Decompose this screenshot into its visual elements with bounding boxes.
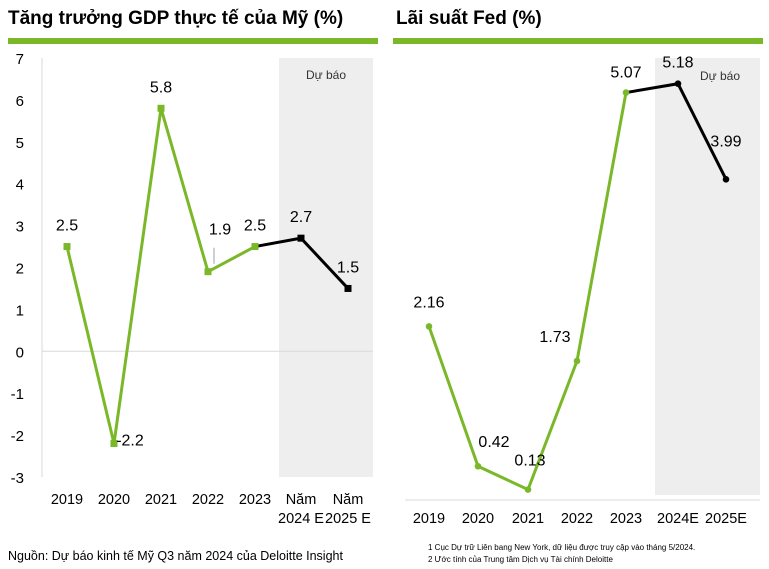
- fed-data-point: [722, 176, 730, 183]
- gdp-data-label: 2.5: [244, 218, 266, 235]
- gdp-data-point: [344, 284, 352, 292]
- fed-chart-title: Lãi suất Fed (%): [396, 8, 542, 29]
- fed-actual-line: [427, 92, 628, 492]
- charts-canvas: Dự báo 7 6 5 4 3 2 1 0 -1 -2 -3 2019 2020 2021 2022 2023…: [11, 51, 760, 527]
- fed-x-tick-label: 2019: [413, 511, 445, 527]
- gdp-x-tick-label: Năm: [286, 492, 317, 508]
- fed-x-tick-label: 2022: [561, 511, 593, 527]
- fed-data-label: 1.73: [539, 329, 570, 346]
- gdp-data-point: [297, 234, 305, 242]
- gdp-y-tick-label: -2: [11, 428, 24, 445]
- gdp-y-tick-label: 1: [16, 302, 24, 319]
- gdp-y-tick-label: -1: [11, 386, 24, 403]
- gdp-y-tick-label: 6: [16, 93, 24, 110]
- footnote-1: 1 Cục Dự trữ Liên bang New York, dữ liệu…: [428, 543, 696, 552]
- gdp-x-tick-label: 2022: [192, 492, 224, 508]
- gdp-x-tick-label: 2025 E: [325, 511, 371, 527]
- fed-data-label: 2.16: [413, 294, 444, 311]
- fed-data-label: 3.99: [710, 133, 741, 150]
- gdp-forecast-label: Dự báo: [306, 68, 346, 82]
- fed-data-label: 5.07: [610, 65, 641, 82]
- gdp-x-tick-label: 2023: [239, 492, 271, 508]
- gdp-data-point: [157, 104, 165, 112]
- gdp-data-point: [63, 243, 71, 251]
- gdp-data-label: 1.9: [209, 222, 231, 239]
- fed-data-label: 0.42: [478, 434, 509, 451]
- gdp-actual-line: [65, 107, 256, 444]
- gdp-y-tick-label: 4: [16, 177, 24, 194]
- fed-forecast-label: Dự báo: [700, 69, 740, 83]
- gdp-x-tick-label: 2021: [145, 492, 177, 508]
- fed-x-tick-label: 2021: [512, 511, 544, 527]
- fed-x-tick-label: 2025E: [705, 511, 747, 527]
- fed-data-label: 0.13: [514, 453, 545, 470]
- fed-data-point: [474, 462, 482, 470]
- fed-chart: Dự báo 2019 2020 2021 2022 2023 2024E 2025E 2.16…: [405, 55, 760, 527]
- gdp-y-tick-label: 2: [16, 261, 24, 278]
- fed-x-tick-label: 2020: [462, 511, 494, 527]
- gdp-x-tick-label: 2024 E: [278, 511, 324, 527]
- gdp-data-point: [110, 439, 118, 447]
- gdp-chart-title: Tăng trưởng GDP thực tế của Mỹ (%): [8, 8, 344, 29]
- footnote-2: 2 Ước tính của Trung tâm Dịch vụ Tài chí…: [428, 555, 613, 564]
- gdp-data-point: [251, 243, 259, 251]
- fed-x-tick-label: 2024E: [657, 511, 699, 527]
- gdp-x-tick-label: 2020: [98, 492, 130, 508]
- fed-data-point: [425, 323, 433, 330]
- gdp-x-tick-label: 2019: [51, 492, 83, 508]
- gdp-chart: Dự báo 7 6 5 4 3 2 1 0 -1 -2 -3 2019 2020 2021 2022 2023…: [11, 51, 373, 527]
- gdp-y-tick-label: 0: [16, 344, 24, 361]
- fed-data-point: [674, 80, 682, 88]
- gdp-x-tick-label: Năm: [333, 492, 364, 508]
- gdp-y-tick-label: -3: [11, 470, 24, 487]
- gdp-data-label: 2.5: [56, 218, 78, 235]
- fed-data-label: 5.18: [662, 55, 693, 72]
- fed-x-tick-label: 2023: [610, 511, 642, 527]
- gdp-y-tick-label: 7: [16, 51, 24, 68]
- gdp-y-tick-label: 5: [16, 135, 24, 152]
- fed-data-point: [622, 89, 630, 96]
- source-footnote: Nguồn: Dự báo kinh tế Mỹ Q3 năm 2024 của…: [8, 549, 343, 563]
- gdp-data-point: [204, 268, 212, 276]
- gdp-title-rule: [8, 38, 378, 44]
- gdp-data-label: 1.5: [337, 259, 359, 276]
- fed-forecast-band: [655, 58, 760, 495]
- fed-title-rule: [393, 38, 763, 44]
- gdp-forecast-band: [279, 58, 373, 477]
- fed-data-point: [573, 357, 581, 365]
- gdp-data-label: -2.2: [116, 432, 144, 449]
- fed-data-point: [524, 486, 532, 493]
- gdp-data-label: 5.8: [150, 79, 172, 96]
- gdp-y-tick-label: 3: [16, 219, 24, 236]
- gdp-data-label: 2.7: [290, 209, 312, 226]
